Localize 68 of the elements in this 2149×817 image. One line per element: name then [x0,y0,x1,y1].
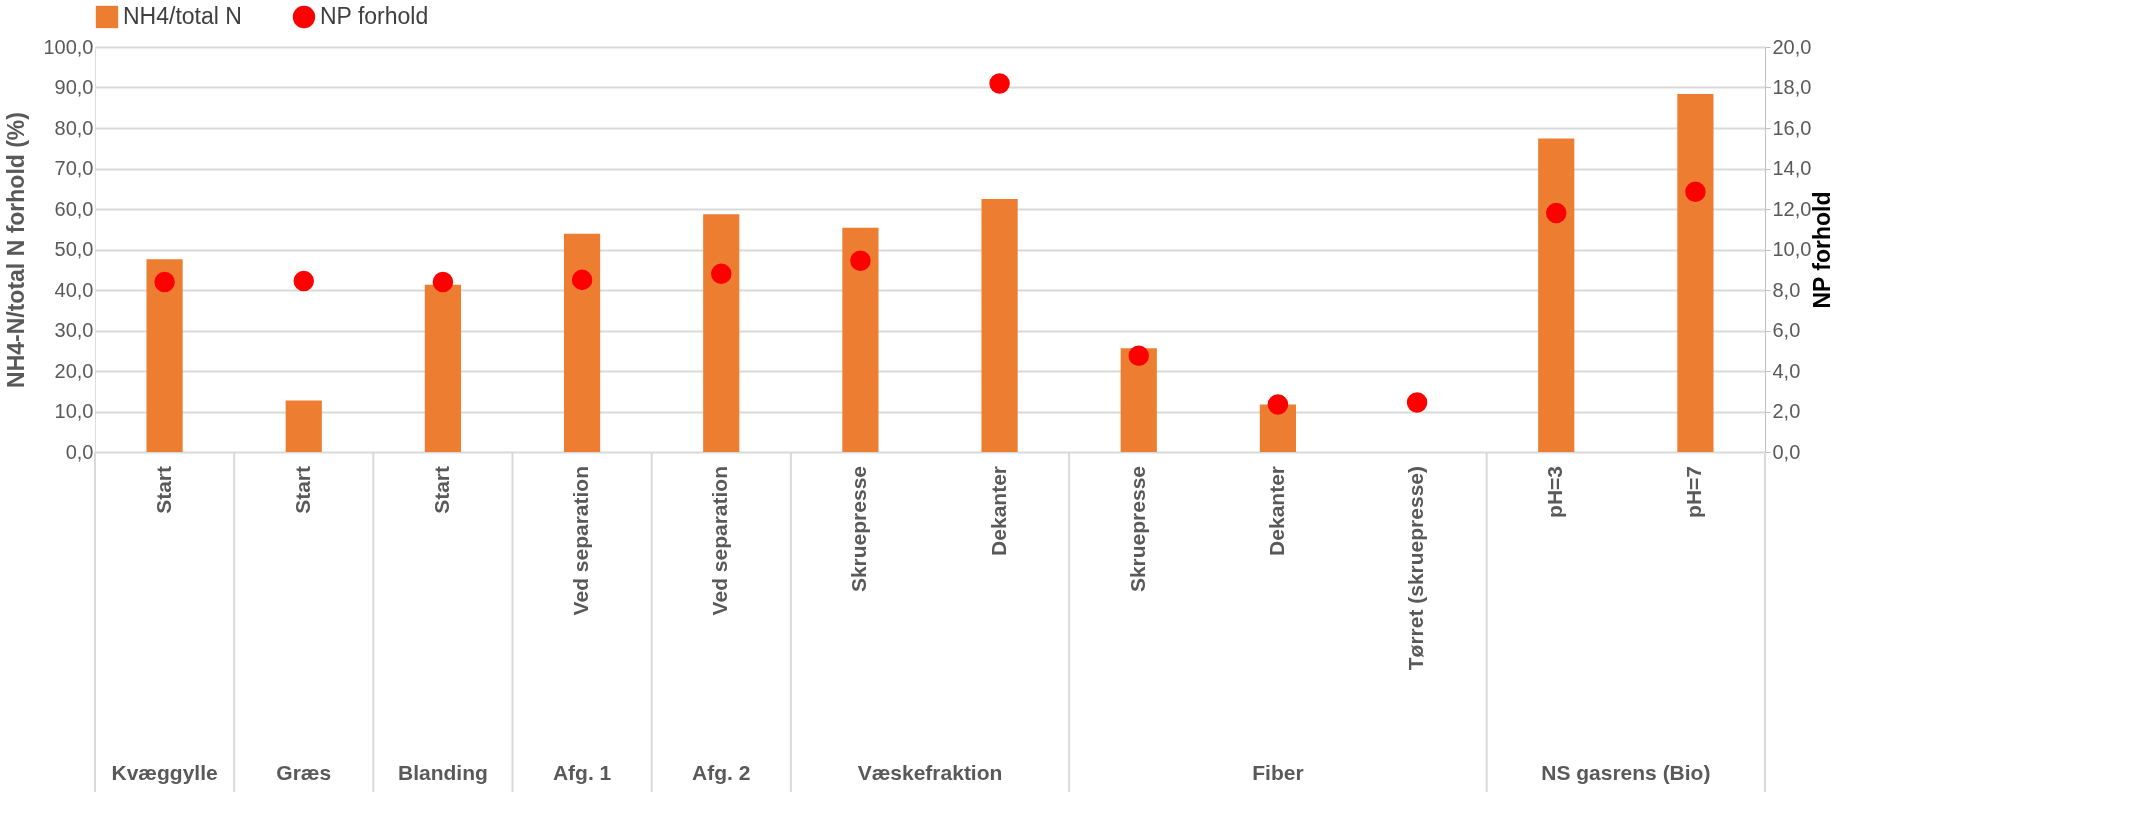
bar [1677,93,1714,452]
text: Fiber [1252,761,1304,784]
text: Blanding [398,761,488,784]
point [293,270,314,292]
y-tick-label: 100,0 [43,35,94,58]
x-tick-label: Tørret (skruepresse) [1404,466,1428,671]
bar [703,214,740,452]
y-tick-label: 0,0 [65,440,94,463]
x-tick-label: Start [151,466,175,514]
x-tick-label: Ved separation [569,466,593,616]
y2-tick-label: 16,0 [1772,116,1812,139]
x-tick-label: pH=3 [1543,466,1567,518]
point [571,269,593,291]
y-tick-label: 70,0 [54,157,94,179]
y-axis-title: NH4-N/total N forhold (%) [3,112,30,388]
x-tick-label: pH=7 [1682,466,1706,518]
bar [1538,138,1575,452]
point [154,271,175,293]
bar [424,284,462,452]
y-tick-label: 20,0 [54,359,94,382]
y2-tick-label: 2,0 [1772,400,1801,422]
y2-tick-label: 14,0 [1772,157,1812,179]
bar [981,198,1018,452]
legend-label: NP forhold [320,3,429,29]
y2-tick-label: 20,0 [1772,35,1812,58]
bar [563,233,601,452]
y-tick-label: 80,0 [54,116,94,139]
y2-tick-label: 6,0 [1772,319,1801,341]
text: Kvæggylle [111,761,218,784]
legend-label: NH4/total N [123,3,242,29]
text: Afg. 1 [552,761,612,784]
point [850,250,871,271]
bar [1120,348,1157,452]
bar [285,400,322,452]
point [989,73,1010,94]
y2-tick-label: 12,0 [1772,197,1812,220]
y-tick-label: 10,0 [54,400,94,422]
y2-tick-label: 0,0 [1772,440,1801,463]
point [1546,202,1567,224]
point [1128,345,1149,367]
y-tick-label: 30,0 [54,319,94,341]
x-tick-label: Ved separation [708,466,732,616]
x-tick-label: Start [290,466,314,514]
point [432,271,454,293]
y2-tick-label: 4,0 [1772,359,1801,382]
point [711,263,732,285]
x-tick-label: Skruepresse [1125,466,1149,593]
bar [842,227,879,452]
y-tick-label: 50,0 [54,238,94,260]
text: Væskefraktion [857,761,1003,784]
x-tick-label: Dekanter [986,466,1010,556]
y-tick-label: 60,0 [54,197,94,220]
text: NS gasrens (Bio) [1541,761,1711,784]
bar [146,259,183,452]
y2-tick-label: 8,0 [1772,278,1801,301]
text: Afg. 2 [692,761,751,784]
point [1267,394,1289,415]
point [1685,181,1706,203]
y-tick-label: 90,0 [54,76,94,98]
x-tick-label: Start [429,466,453,514]
x-tick-label: Dekanter [1264,466,1288,556]
y2-tick-label: 18,0 [1772,76,1812,98]
y-tick-label: 40,0 [54,278,94,301]
point [1406,392,1428,413]
y2-tick-label: 10,0 [1772,238,1812,260]
x-tick-label: Skruepresse [847,466,871,593]
bar [1259,404,1297,452]
text: Græs [276,761,332,784]
